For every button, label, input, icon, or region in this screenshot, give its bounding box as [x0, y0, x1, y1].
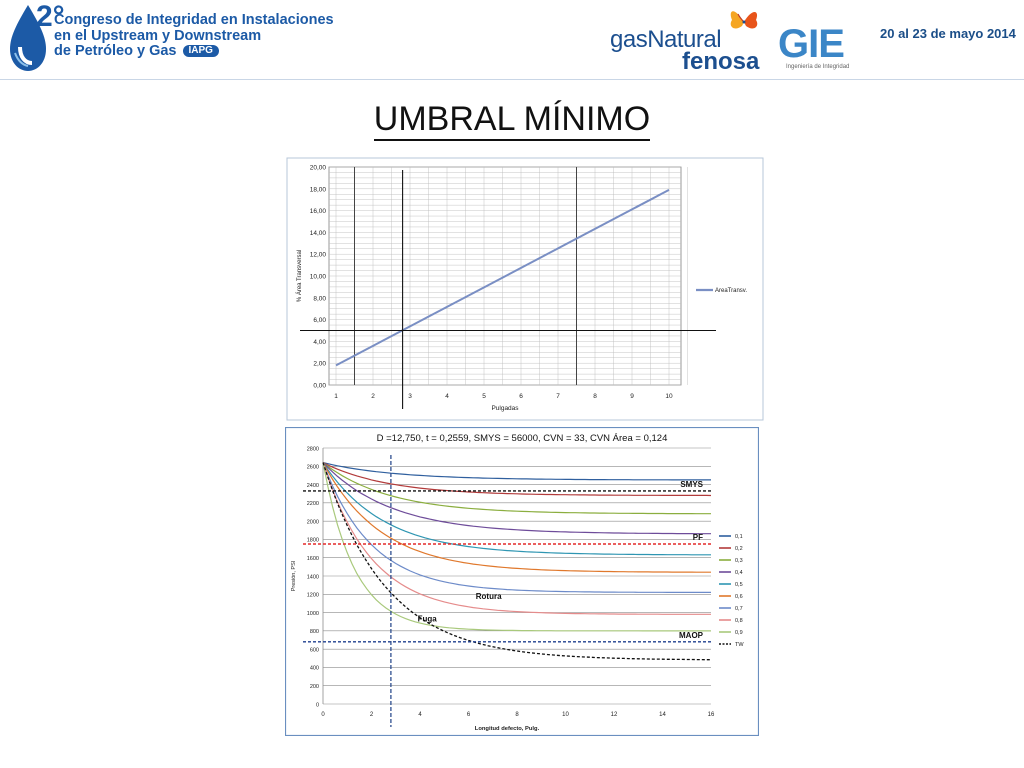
y-tick-label: 600 [310, 647, 319, 653]
y-tick-label: 10,00 [310, 274, 327, 281]
series-curve [322, 462, 712, 497]
x-axis-title: Longitud defecto, Pulg. [475, 726, 540, 732]
series-curve [322, 462, 711, 593]
y-tick-label: 400 [310, 666, 319, 672]
series-curve [322, 462, 711, 535]
series-curve [322, 462, 711, 515]
x-tick-label: 5 [482, 393, 486, 400]
congress-name: Congreso de Integridad en Instalaciones … [54, 12, 334, 60]
series-curve [322, 462, 711, 632]
y-tick-label: 0 [316, 702, 319, 708]
reference-label: PF [693, 533, 703, 542]
butterfly-icon [730, 11, 758, 29]
x-tick-label: 10 [665, 393, 673, 400]
x-tick-label: 3 [408, 393, 412, 400]
x-tick-label: 12 [611, 712, 618, 718]
y-tick-label: 2400 [307, 483, 319, 489]
series-curve [322, 462, 711, 573]
sponsor-name-line2: fenosa [682, 48, 760, 75]
y-tick-label: 16,00 [310, 208, 327, 215]
congress-line-2: en el Upstream y Downstream [54, 27, 262, 44]
y-tick-label: 2800 [307, 446, 319, 452]
congress-drop-logo-icon [10, 5, 46, 71]
legend-label: 0,9 [735, 630, 743, 636]
y-tick-label: 1400 [307, 574, 319, 580]
y-tick-label: 14,00 [310, 230, 327, 237]
x-tick-label: 8 [593, 393, 597, 400]
y-tick-label: 1000 [307, 611, 319, 617]
chart-title: D =12,750, t = 0,2559, SMYS = 56000, CVN… [377, 433, 668, 444]
y-tick-label: 6,00 [313, 317, 326, 324]
slide-title-text: UMBRAL MÍNIMO [373, 100, 651, 141]
reference-label: MAOP [679, 631, 704, 640]
y-tick-label: 1200 [307, 593, 319, 599]
y-tick-label: 18,00 [310, 186, 327, 193]
x-tick-label: 16 [708, 712, 715, 718]
curve-annotation: Rotura [476, 592, 502, 601]
y-tick-label: 2600 [307, 465, 319, 471]
y-tick-label: 800 [310, 629, 319, 635]
slide-title: UMBRAL MÍNIMO [0, 100, 1024, 141]
x-tick-label: 6 [519, 393, 523, 400]
slide-header: 2° Congreso de Integridad en Instalacion… [0, 0, 1024, 80]
y-tick-label: 20,00 [310, 165, 327, 172]
y-tick-label: 1800 [307, 538, 319, 544]
legend-label: 0,3 [735, 558, 743, 564]
curve-annotation: Fuga [418, 615, 438, 624]
series-curve [322, 462, 711, 481]
header-divider [0, 79, 1024, 80]
y-tick-label: 2,00 [313, 361, 326, 368]
series-curve [322, 462, 711, 615]
y-tick-label: 8,00 [313, 295, 326, 302]
y-axis-title: Presión, PSI [291, 560, 297, 591]
x-tick-label: 14 [659, 712, 666, 718]
x-tick-label: 1 [334, 393, 338, 400]
congress-line-3: de Petróleo y Gas [54, 43, 177, 59]
x-tick-label: 10 [562, 712, 569, 718]
legend-label: 0,2 [735, 546, 743, 552]
area-vs-inches-chart: 0,00 2,00 4,00 6,00 8,00 10,00 12,00 14,00 16,00… [286, 157, 764, 421]
congress-number: 2° [36, 0, 65, 33]
x-axis-title: Pulgadas [491, 405, 519, 412]
y-axis-title: % Área Transversal [296, 250, 303, 302]
y-tick-label: 200 [310, 684, 319, 690]
legend-label: 0,8 [735, 618, 743, 624]
legend-label: 0,1 [735, 534, 743, 540]
series-line [335, 189, 670, 367]
legend-label: 0,5 [735, 582, 743, 588]
legend-label: 0,6 [735, 594, 743, 600]
y-tick-label: 2000 [307, 519, 319, 525]
y-tick-label: 1600 [307, 556, 319, 562]
legend-label: AreaTransv. [715, 288, 747, 294]
x-tick-label: 4 [445, 393, 449, 400]
congress-line-1: Congreso de Integridad en Instalaciones [54, 12, 334, 28]
x-tick-label: 2 [370, 712, 374, 718]
gie-subtitle: Ingeniería de Integridad [786, 64, 850, 70]
y-tick-label: 12,00 [310, 252, 327, 259]
legend-label: 0,4 [735, 570, 743, 576]
legend-label: 0,7 [735, 606, 743, 612]
legend-label: TW [735, 642, 744, 648]
x-tick-label: 6 [467, 712, 471, 718]
y-tick-label: 2200 [307, 501, 319, 507]
sponsor-name-line1: gasNatural [610, 26, 722, 53]
iapg-logo: IAPG [182, 45, 219, 58]
x-tick-label: 4 [418, 712, 422, 718]
x-tick-label: 0 [321, 712, 325, 718]
x-tick-label: 9 [630, 393, 634, 400]
x-tick-label: 2 [371, 393, 375, 400]
chart-frame [285, 427, 759, 736]
event-dates: 20 al 23 de mayo 2014 [880, 26, 1016, 41]
gas-natural-fenosa-logo: gasNatural fenosa [610, 26, 760, 76]
x-tick-label: 8 [515, 712, 519, 718]
reference-label: SMYS [680, 480, 703, 489]
y-tick-label: 4,00 [313, 339, 326, 346]
x-tick-label: 7 [556, 393, 560, 400]
series-curve [322, 462, 711, 556]
pressure-vs-defect-length-chart: D =12,750, t = 0,2559, SMYS = 56000, CVN… [285, 427, 759, 736]
gie-logo: GIE [778, 22, 845, 66]
y-tick-label: 0,00 [313, 383, 326, 390]
